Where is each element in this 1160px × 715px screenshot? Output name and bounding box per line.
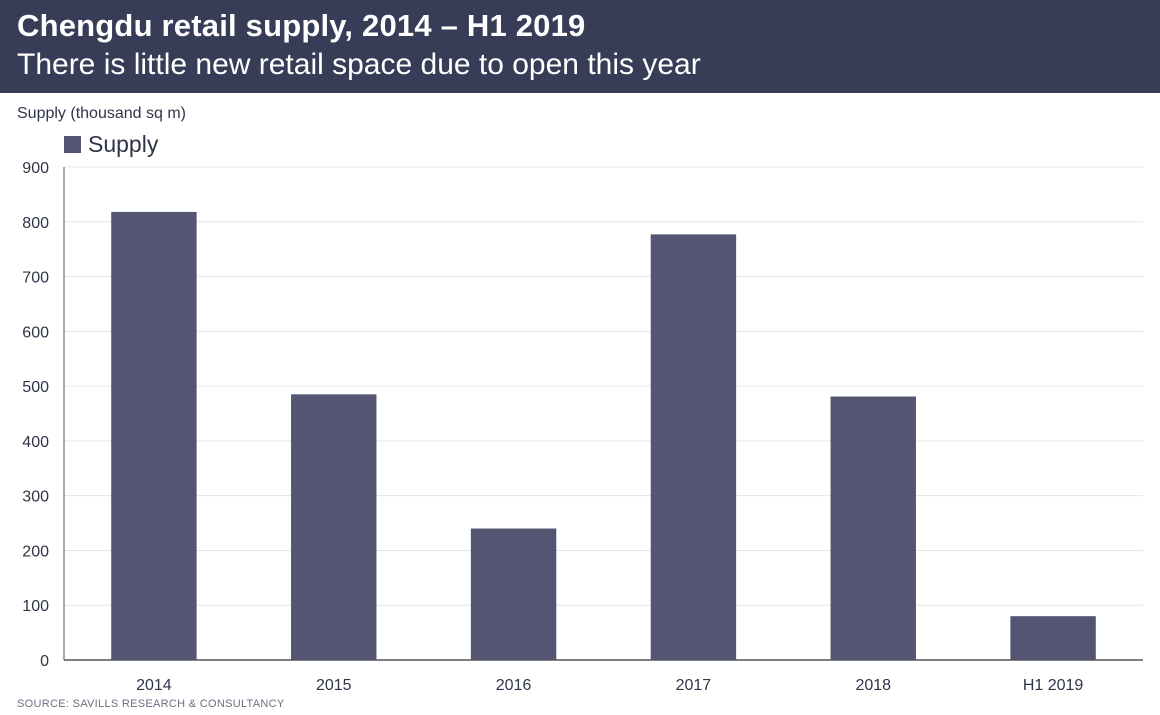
legend-swatch-supply	[64, 136, 81, 153]
bar-2017	[650, 234, 737, 661]
legend: Supply	[64, 131, 158, 158]
y-tick-label-300: 300	[22, 489, 49, 506]
x-tick-label-2014: 2014	[136, 677, 172, 694]
bar-2018	[830, 396, 916, 660]
y-tick-label-500: 500	[22, 379, 49, 396]
x-tick-label-2017: 2017	[676, 677, 712, 694]
y-tick-label-600: 600	[22, 324, 49, 341]
chart-title: Chengdu retail supply, 2014 – H1 2019	[17, 8, 586, 43]
chart-header: Chengdu retail supply, 2014 – H1 2019 Th…	[0, 0, 1160, 93]
chart-subtitle: There is little new retail space due to …	[17, 48, 701, 81]
bar-2014	[111, 211, 197, 660]
source-note: SOURCE: SAVILLS RESEARCH & CONSULTANCY	[17, 698, 285, 710]
x-tick-label-2016: 2016	[496, 677, 532, 694]
x-tick-label-2018: 2018	[855, 677, 891, 694]
legend-label-supply: Supply	[88, 131, 159, 157]
x-tick-label-h1-2019: H1 2019	[1023, 677, 1084, 694]
bar-2015	[291, 394, 377, 660]
y-tick-label-100: 100	[22, 598, 49, 615]
bar-h1-2019	[1010, 616, 1096, 660]
y-axis-label: Supply (thousand sq m)	[17, 105, 186, 122]
x-tick-label-2015: 2015	[316, 677, 352, 694]
y-tick-label-700: 700	[22, 270, 49, 287]
y-tick-label-900: 900	[22, 160, 49, 177]
y-tick-label-0: 0	[40, 653, 49, 670]
y-tick-label-200: 200	[22, 543, 49, 560]
y-tick-label-800: 800	[22, 215, 49, 232]
bar-2016	[470, 528, 557, 660]
y-tick-label-400: 400	[22, 434, 49, 451]
